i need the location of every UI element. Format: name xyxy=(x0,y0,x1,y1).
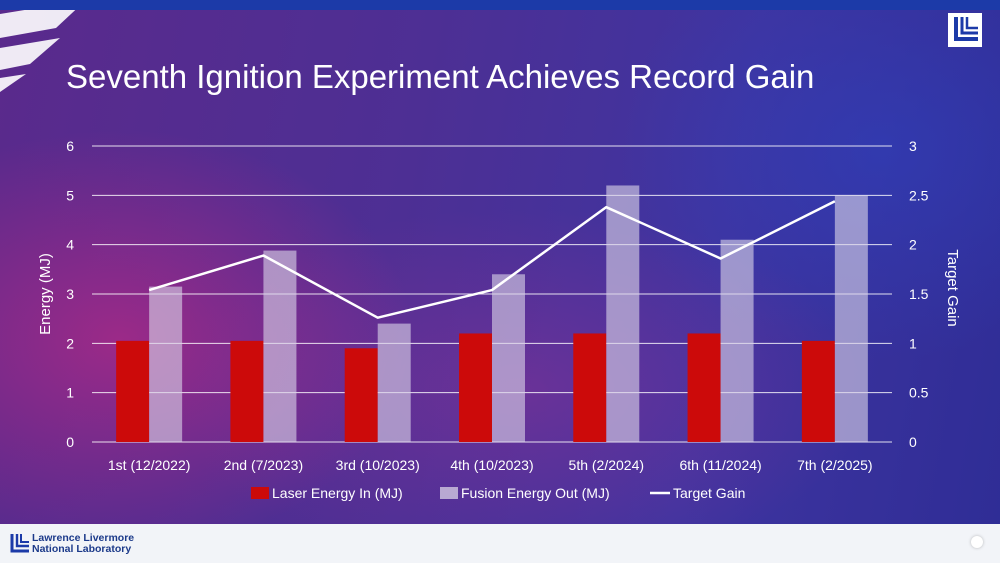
page-title: Seventh Ignition Experiment Achieves Rec… xyxy=(66,58,815,95)
y2-tick-label: 1.5 xyxy=(909,286,929,302)
y2-axis-title: Target Gain xyxy=(944,249,961,327)
x-tick-label: 7th (2/2025) xyxy=(797,457,873,473)
y-axis-title: Energy (MJ) xyxy=(37,253,54,335)
y-tick-label: 5 xyxy=(66,187,74,203)
laser-energy-bar xyxy=(459,333,492,442)
lab-logo-icon xyxy=(948,13,982,47)
lab-logo-icon xyxy=(10,534,29,553)
legend-fusion-swatch xyxy=(440,487,458,499)
laser-energy-bar xyxy=(687,333,721,442)
lab-name: Lawrence Livermore National Laboratory xyxy=(32,533,134,555)
footer-bar: Lawrence Livermore National Laboratory xyxy=(0,524,1000,563)
lab-name-line2: National Laboratory xyxy=(32,543,132,555)
y2-tick-label: 2.5 xyxy=(909,187,929,203)
laser-energy-bar xyxy=(230,340,264,442)
fusion-energy-bar xyxy=(720,239,754,442)
y-tick-label: 3 xyxy=(66,286,74,302)
y2-tick-label: 1 xyxy=(909,335,917,351)
x-tick-label: 6th (11/2024) xyxy=(679,457,761,473)
fusion-energy-bar xyxy=(606,185,640,442)
y-tick-label: 2 xyxy=(66,335,74,351)
fusion-energy-bar xyxy=(263,250,297,442)
x-tick-label: 1st (12/2022) xyxy=(108,457,191,473)
slide-background: Seventh Ignition Experiment Achieves Rec… xyxy=(0,10,1000,524)
legend-laser-swatch xyxy=(251,487,269,499)
target-gain-line xyxy=(148,200,836,319)
y2-tick-label: 0.5 xyxy=(909,385,929,401)
fusion-energy-bar xyxy=(377,323,411,442)
laser-energy-bar xyxy=(116,340,150,442)
fusion-energy-bar xyxy=(492,274,525,442)
x-tick-label: 4th (10/2023) xyxy=(450,457,533,473)
x-tick-label: 5th (2/2024) xyxy=(569,457,645,473)
x-tick-label: 2nd (7/2023) xyxy=(224,457,303,473)
laser-energy-bar xyxy=(573,333,607,442)
y2-tick-label: 3 xyxy=(909,138,917,154)
fusion-energy-bar xyxy=(149,286,183,442)
legend-gain-label: Target Gain xyxy=(673,485,745,501)
laser-energy-bar xyxy=(801,340,835,442)
page-indicator-dot[interactable] xyxy=(971,536,983,548)
y-tick-label: 6 xyxy=(66,138,74,154)
decorative-stripes xyxy=(0,10,76,92)
y2-tick-label: 0 xyxy=(909,434,917,450)
x-tick-label: 3rd (10/2023) xyxy=(336,457,420,473)
y-tick-label: 4 xyxy=(66,237,74,253)
lab-name-line1: Lawrence Livermore xyxy=(32,532,135,544)
legend-fusion-label: Fusion Energy Out (MJ) xyxy=(461,485,610,501)
top-accent-bar xyxy=(0,0,1000,10)
legend-laser-label: Laser Energy In (MJ) xyxy=(272,485,403,501)
y-tick-label: 0 xyxy=(66,434,74,450)
laser-energy-bar xyxy=(344,348,378,442)
energy-gain-chart: 0 1 2 3 4 5 6 0 0.5 1 1.5 2 2.5 3 1st (12/2022) 2nd (7/… xyxy=(37,138,961,501)
y-tick-label: 1 xyxy=(66,385,74,401)
fusion-energy-bar xyxy=(834,195,868,442)
y2-tick-label: 2 xyxy=(909,237,917,253)
